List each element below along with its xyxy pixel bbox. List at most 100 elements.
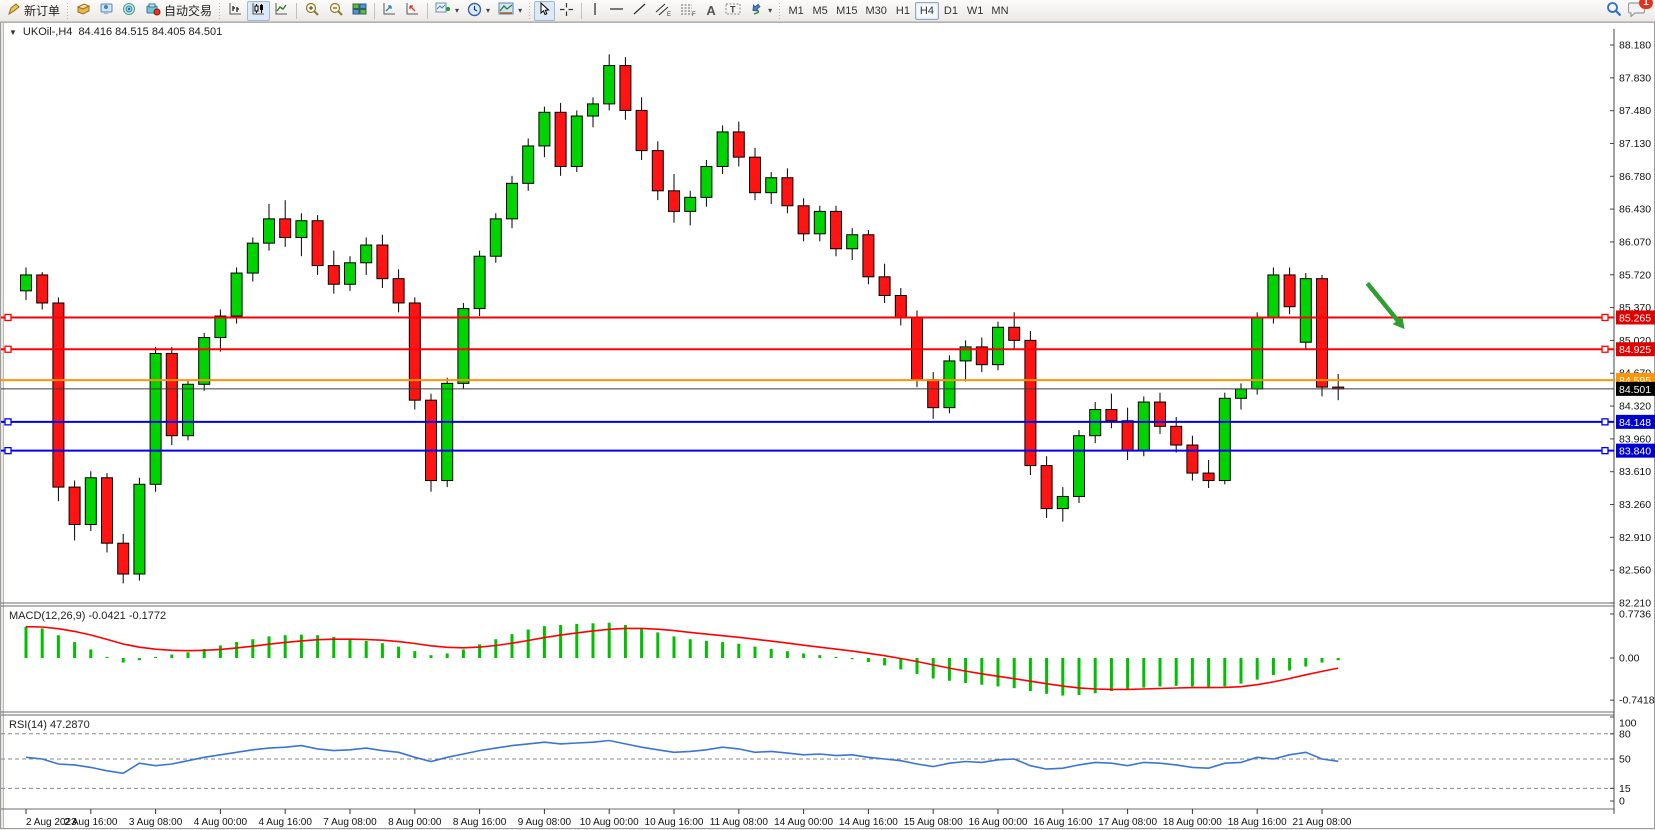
notifications-button[interactable]: 1 [1627, 0, 1653, 20]
vertical-line-icon [589, 2, 601, 19]
navigator-button[interactable] [118, 1, 141, 21]
timeframe-w1-button[interactable]: W1 [966, 4, 984, 17]
svg-text:21 Aug 08:00: 21 Aug 08:00 [1293, 817, 1352, 828]
horizontal-line-icon [609, 2, 624, 19]
fibonacci-icon: F [680, 2, 697, 20]
svg-text:18 Aug 16:00: 18 Aug 16:00 [1228, 817, 1287, 828]
candlestick-chart-icon [251, 2, 266, 19]
bar-chart-button[interactable] [224, 1, 247, 21]
text-icon: A [706, 3, 716, 18]
trendline-icon [632, 2, 647, 19]
period-button[interactable]: ▾ [463, 1, 494, 21]
fibonacci-button[interactable]: F [676, 1, 701, 21]
radar-icon [122, 2, 137, 19]
svg-text:83.840: 83.840 [1619, 446, 1651, 458]
indicator-window-icon [382, 2, 397, 19]
svg-text:10 Aug 16:00: 10 Aug 16:00 [645, 817, 704, 828]
timeframe-m1-button[interactable]: M1 [788, 4, 804, 17]
bar-chart-icon [228, 2, 243, 19]
svg-text:83.260: 83.260 [1619, 499, 1651, 511]
svg-text:RSI(14) 47.2870: RSI(14) 47.2870 [9, 719, 90, 731]
text-button[interactable]: A [701, 1, 721, 21]
trendline-button[interactable] [628, 1, 651, 21]
data-window-button[interactable] [95, 1, 118, 21]
svg-text:E: E [667, 12, 671, 17]
timeframe-group: M1 M5 M15 M30 H1 H4 D1 W1 MN [784, 1, 1012, 20]
svg-text:16 Aug 16:00: 16 Aug 16:00 [1033, 817, 1092, 828]
zoom-in-button[interactable] [300, 1, 324, 21]
book-icon [76, 2, 91, 19]
svg-text:100: 100 [1619, 718, 1637, 730]
tile-windows-button[interactable] [348, 1, 371, 21]
svg-text:86.070: 86.070 [1619, 236, 1651, 248]
svg-text:83.610: 83.610 [1619, 466, 1651, 478]
toolbar-separator [427, 2, 429, 19]
toolbar-grip [778, 2, 783, 19]
line-chart-button[interactable] [270, 1, 293, 21]
zoom-out-button[interactable] [324, 1, 348, 21]
add-indicator-icon [435, 2, 451, 20]
svg-text:3 Aug 08:00: 3 Aug 08:00 [129, 817, 183, 828]
svg-text:82.560: 82.560 [1619, 565, 1651, 577]
candlestick-chart-button[interactable] [247, 0, 271, 21]
svg-text:18 Aug 00:00: 18 Aug 00:00 [1163, 817, 1222, 828]
svg-text:82.210: 82.210 [1619, 598, 1651, 610]
chart-title-bar[interactable]: ▼ UKOil-,H4 84.416 84.515 84.405 84.501 [9, 26, 222, 38]
autotrading-button[interactable]: 自动交易 [141, 1, 216, 21]
chart-symbol-period: UKOil-,H4 [22, 26, 73, 38]
collapse-chart-icon[interactable]: ▼ [9, 27, 17, 37]
indicator-window-button[interactable] [378, 1, 401, 21]
svg-text:16 Aug 00:00: 16 Aug 00:00 [969, 817, 1028, 828]
clock-icon [467, 2, 482, 20]
toolbar-grip [528, 2, 533, 19]
text-label-button[interactable]: T [721, 1, 745, 21]
toolbar-grip [66, 2, 71, 19]
crosshair-icon [559, 2, 574, 20]
dropdown-caret-icon: ▾ [768, 6, 773, 15]
svg-text:84.148: 84.148 [1619, 417, 1651, 429]
vertical-line-button[interactable] [585, 1, 605, 21]
timeframe-mn-button[interactable]: MN [991, 4, 1009, 17]
timeframe-h4-button[interactable]: H4 [914, 1, 939, 20]
new-order-icon [7, 2, 21, 19]
svg-text:88.180: 88.180 [1619, 40, 1651, 52]
dropdown-caret-icon: ▾ [518, 6, 523, 15]
timeframe-m15-button[interactable]: M15 [836, 4, 858, 17]
timeframe-d1-button[interactable]: D1 [943, 4, 958, 17]
svg-text:4 Aug 16:00: 4 Aug 16:00 [259, 817, 313, 828]
market-watch-button[interactable] [72, 1, 95, 21]
timeframe-h1-button[interactable]: H1 [895, 4, 910, 17]
svg-text:14 Aug 00:00: 14 Aug 00:00 [774, 817, 833, 828]
template-icon [498, 2, 514, 19]
svg-text:0.7736: 0.7736 [1619, 608, 1651, 620]
equidistant-channel-button[interactable]: E [651, 1, 676, 21]
chart-window: ▼ UKOil-,H4 84.416 84.515 84.405 84.501 … [0, 22, 1655, 829]
svg-text:15 Aug 08:00: 15 Aug 08:00 [904, 817, 963, 828]
chart-canvas[interactable]: 88.180 87.830 87.480 87.130 86.780 86.430 86.0… [1, 23, 1655, 828]
timeframe-m30-button[interactable]: M30 [865, 4, 887, 17]
arrows-button[interactable]: ▾ [745, 1, 776, 21]
svg-text:82.910: 82.910 [1619, 532, 1651, 544]
svg-text:86.430: 86.430 [1619, 204, 1651, 216]
autotrading-icon [145, 2, 161, 19]
horizontal-line-button[interactable] [605, 1, 628, 21]
toolbar: 新订单 自动交易 [0, 0, 1655, 22]
timeframe-m5-button[interactable]: M5 [812, 4, 828, 17]
svg-text:87.130: 87.130 [1619, 138, 1651, 150]
crosshair-button[interactable] [555, 1, 578, 21]
svg-text:80: 80 [1619, 728, 1631, 740]
toolbar-grip [218, 2, 223, 19]
svg-text:87.830: 87.830 [1619, 72, 1651, 84]
svg-text:4 Aug 00:00: 4 Aug 00:00 [194, 817, 248, 828]
arrows-icon [749, 2, 764, 19]
indicator-list-button[interactable] [401, 1, 424, 21]
zoom-in-icon [304, 2, 320, 20]
cursor-button[interactable] [534, 0, 556, 21]
svg-text:84.925: 84.925 [1619, 344, 1651, 356]
search-icon[interactable] [1606, 1, 1622, 20]
autotrading-label: 自动交易 [164, 4, 213, 18]
new-order-button[interactable]: 新订单 [3, 1, 64, 21]
add-indicator-button[interactable]: ▾ [431, 1, 463, 21]
template-button[interactable]: ▾ [494, 1, 526, 21]
svg-text:15: 15 [1619, 783, 1631, 795]
